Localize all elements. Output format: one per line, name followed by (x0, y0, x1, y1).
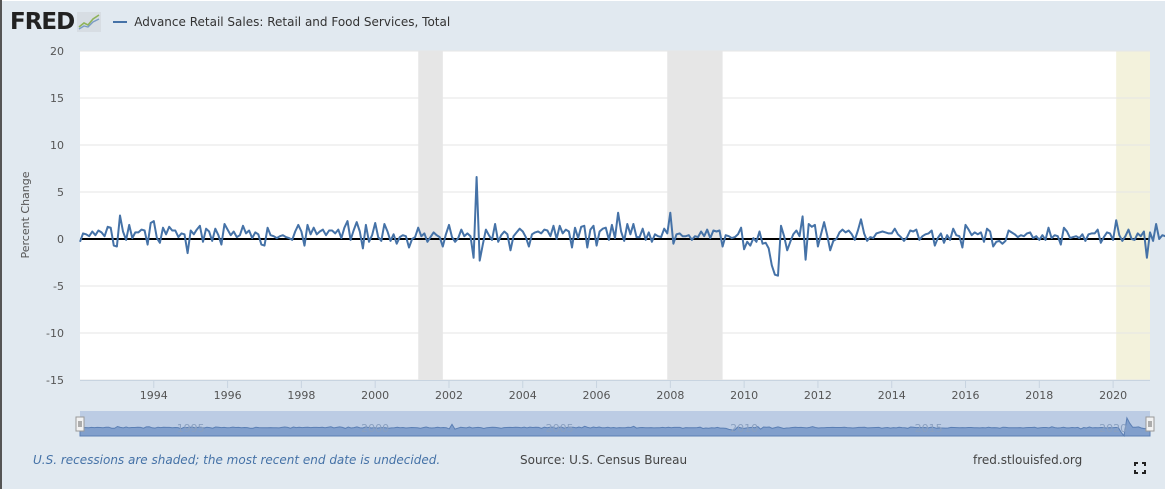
grid-lines (80, 50, 1150, 381)
y-tick-label: -15 (46, 374, 64, 387)
fullscreen-icon[interactable] (1134, 459, 1146, 474)
x-tick-label: 2020 (1099, 389, 1127, 402)
recession-band (1116, 51, 1150, 380)
x-tick-label: 2006 (583, 389, 611, 402)
legend-series-label[interactable]: Advance Retail Sales: Retail and Food Se… (134, 15, 451, 29)
chart-line-icon (77, 12, 102, 32)
x-tick-label: 1998 (287, 389, 315, 402)
x-tick-label: 2012 (804, 389, 832, 402)
handle-body[interactable] (75, 416, 85, 432)
x-tick-label: 2018 (1025, 389, 1053, 402)
navigator-label: 2015 (915, 422, 943, 435)
plot-area (80, 51, 1150, 380)
navigator-label: 2000 (361, 422, 389, 435)
y-tick-label: 20 (50, 45, 64, 58)
site-link[interactable]: fred.stlouisfed.org (973, 453, 1083, 467)
x-tick-label: 2016 (952, 389, 980, 402)
x-tick-label: 1994 (140, 389, 168, 402)
navigator-series (79, 416, 1151, 437)
legend: Advance Retail Sales: Retail and Food Se… (113, 15, 450, 29)
source-text: Source: U.S. Census Bureau (520, 453, 688, 467)
recession-band (418, 51, 443, 380)
recession-band (667, 51, 723, 380)
y-tick-label: 10 (50, 139, 64, 152)
top-strip (0, 0, 1165, 1)
x-axis: 1994 1996 1998 2000 2002 2004 2006 2008 2010 2012… (140, 380, 1127, 402)
plot-background (80, 51, 1150, 380)
navigator-handle-left[interactable] (75, 416, 85, 432)
y-tick-label: -10 (46, 327, 64, 340)
fred-logo[interactable]: FRED (10, 9, 75, 35)
y-tick-label: -5 (53, 280, 64, 293)
navigator-label: 2020 (1099, 422, 1127, 435)
x-tick-label: 2010 (730, 389, 758, 402)
navigator-label: 1995 (177, 422, 205, 435)
series-line[interactable] (79, 67, 1165, 377)
x-tick-label: 2014 (878, 389, 906, 402)
navigator-handle-right[interactable] (1145, 416, 1155, 432)
x-tick-label: 1996 (214, 389, 242, 402)
handle-body[interactable] (1145, 416, 1155, 432)
x-tick-label: 2004 (509, 389, 537, 402)
frame-border (0, 0, 2, 489)
y-tick-label: 5 (57, 186, 64, 199)
y-tick-label: 0 (57, 233, 64, 246)
x-tick-label: 2008 (656, 389, 684, 402)
y-axis: 20 15 10 5 0 -5 -10 -15 (46, 45, 64, 387)
recession-shading (418, 51, 1150, 380)
recession-note[interactable]: U.S. recessions are shaded; the most rec… (33, 453, 441, 467)
x-tick-label: 2000 (361, 389, 389, 402)
chart-header: FRED Advance Retail Sales: Retail and Fo… (10, 8, 450, 36)
navigator-label: 2005 (546, 422, 574, 435)
y-axis-label: Percent Change (19, 171, 32, 258)
navigator-label: 2010 (730, 422, 758, 435)
y-tick-label: 15 (50, 92, 64, 105)
legend-series-swatch (113, 21, 128, 23)
x-tick-label: 2002 (435, 389, 463, 402)
navigator[interactable]: 1995 2000 2005 2010 2015 2020 (75, 411, 1155, 437)
